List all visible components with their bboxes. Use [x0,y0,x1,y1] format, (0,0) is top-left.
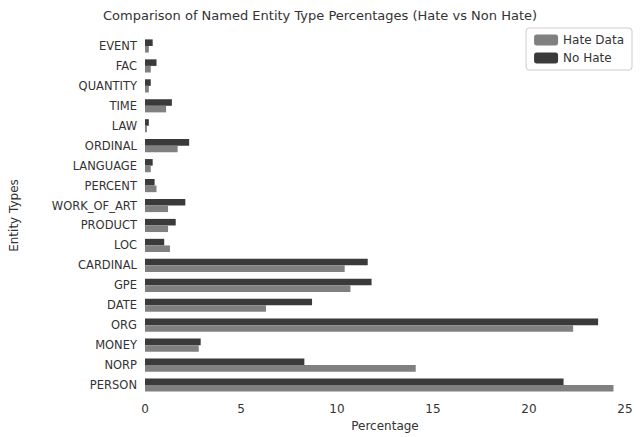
svg-text:PERSON: PERSON [90,378,137,392]
svg-text:25: 25 [617,402,632,416]
svg-text:PERCENT: PERCENT [84,179,138,193]
svg-text:WORK_OF_ART: WORK_OF_ART [52,199,138,213]
svg-text:GPE: GPE [114,278,137,292]
svg-text:MONEY: MONEY [95,338,138,352]
svg-text:TIME: TIME [108,99,137,113]
svg-text:Percentage: Percentage [351,419,419,433]
svg-text:Comparison of Named Entity Typ: Comparison of Named Entity Type Percenta… [103,8,537,23]
svg-text:5: 5 [237,402,245,416]
svg-text:10: 10 [329,402,344,416]
svg-text:CARDINAL: CARDINAL [78,258,138,272]
svg-text:LANGUAGE: LANGUAGE [73,159,137,173]
svg-text:EVENT: EVENT [99,39,138,53]
svg-text:QUANTITY: QUANTITY [79,79,138,93]
svg-text:No Hate: No Hate [563,51,612,65]
svg-text:LAW: LAW [112,119,137,133]
svg-text:Hate Data: Hate Data [563,33,624,47]
svg-text:LOC: LOC [114,238,137,252]
svg-text:FAC: FAC [116,59,137,73]
svg-text:0: 0 [141,402,149,416]
svg-text:DATE: DATE [107,298,137,312]
svg-text:20: 20 [521,402,536,416]
svg-text:Entity Types: Entity Types [7,179,21,252]
svg-text:PRODUCT: PRODUCT [81,218,138,232]
svg-text:NORP: NORP [104,358,137,372]
svg-text:ORG: ORG [111,318,137,332]
svg-text:ORDINAL: ORDINAL [85,139,138,153]
svg-text:15: 15 [425,402,440,416]
